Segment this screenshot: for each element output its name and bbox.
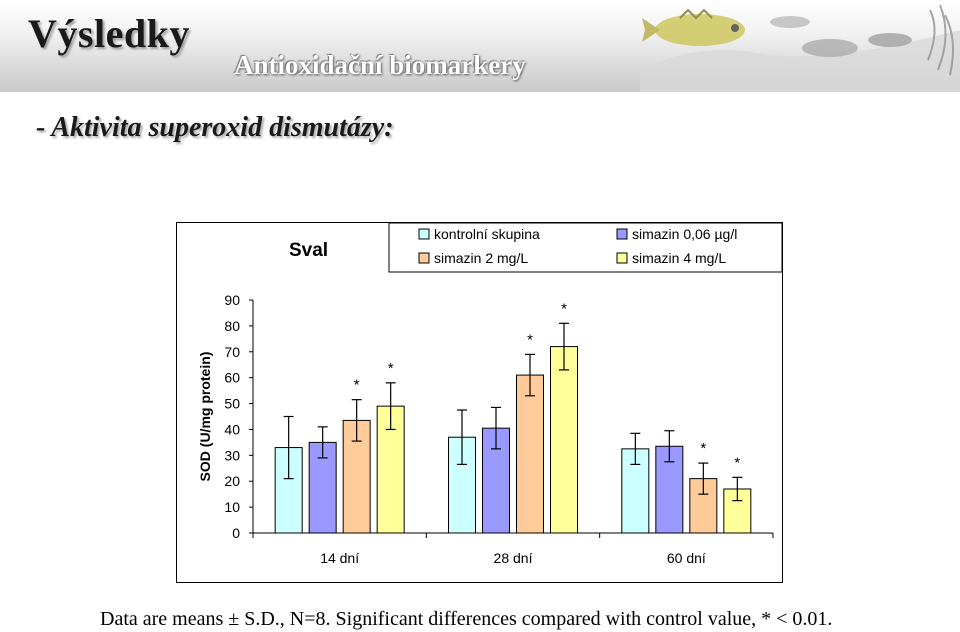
y-tick-label-1: 10 xyxy=(224,499,240,515)
y-tick-label-5: 50 xyxy=(224,396,240,412)
significance-marker-3-2: * xyxy=(734,454,740,471)
bar-0-0 xyxy=(274,447,303,534)
legend-label-3: simazin 4 mg/L xyxy=(632,250,726,266)
y-tick-label-4: 40 xyxy=(224,421,240,437)
legend-label-1: simazin 0,06 µg/l xyxy=(632,226,737,242)
legend-swatch-3 xyxy=(616,252,628,264)
sod-bar-chart: Sval kontrolní skupina simazin 0,06 µg/l si… xyxy=(197,223,782,566)
y-tick-label-2: 20 xyxy=(224,473,240,489)
y-tick-label-0: 0 xyxy=(232,525,240,541)
chart-frame: Sval kontrolní skupina simazin 0,06 µg/l si… xyxy=(176,222,783,583)
section-heading: - Aktivita superoxid dismutázy: xyxy=(36,112,394,143)
bar-2-2 xyxy=(689,478,718,534)
footnote: Data are means ± S.D., N=8. Significant … xyxy=(100,608,833,630)
significance-marker-3-0: * xyxy=(388,360,394,377)
page-title: Výsledky xyxy=(28,11,190,56)
significance-marker-2-1: * xyxy=(527,331,533,348)
x-tick-label-0: 14 dní xyxy=(320,550,359,566)
bar-2-1 xyxy=(516,374,544,534)
significance-marker-2-2: * xyxy=(700,440,706,457)
x-tick-label-1: 28 dní xyxy=(494,550,533,566)
bar-3-1 xyxy=(550,346,578,534)
legend-label-2: simazin 2 mg/L xyxy=(434,250,528,266)
y-tick-label-3: 30 xyxy=(224,447,240,463)
y-axis-label: SOD (U/mg protein) xyxy=(197,352,213,482)
legend-label-0: kontrolní skupina xyxy=(434,226,540,242)
y-tick-label-8: 80 xyxy=(224,318,240,334)
bar-0-1 xyxy=(448,436,476,534)
fish-illustration-image xyxy=(640,4,960,92)
y-tick-label-6: 60 xyxy=(224,370,240,386)
y-tick-label-9: 90 xyxy=(224,292,240,308)
x-tick-label-2: 60 dní xyxy=(667,550,706,566)
legend-swatch-2 xyxy=(418,252,430,264)
y-tick-label-7: 70 xyxy=(224,344,240,360)
legend-swatch-0 xyxy=(418,228,430,240)
page-subtitle: Antioxidační biomarkery xyxy=(234,50,526,80)
legend-box xyxy=(388,223,782,273)
significance-marker-2-0: * xyxy=(354,377,360,394)
legend-swatch-1 xyxy=(616,228,628,240)
bar-2-0 xyxy=(342,419,371,534)
significance-marker-3-1: * xyxy=(561,300,567,317)
chart-title: Sval xyxy=(289,240,328,261)
